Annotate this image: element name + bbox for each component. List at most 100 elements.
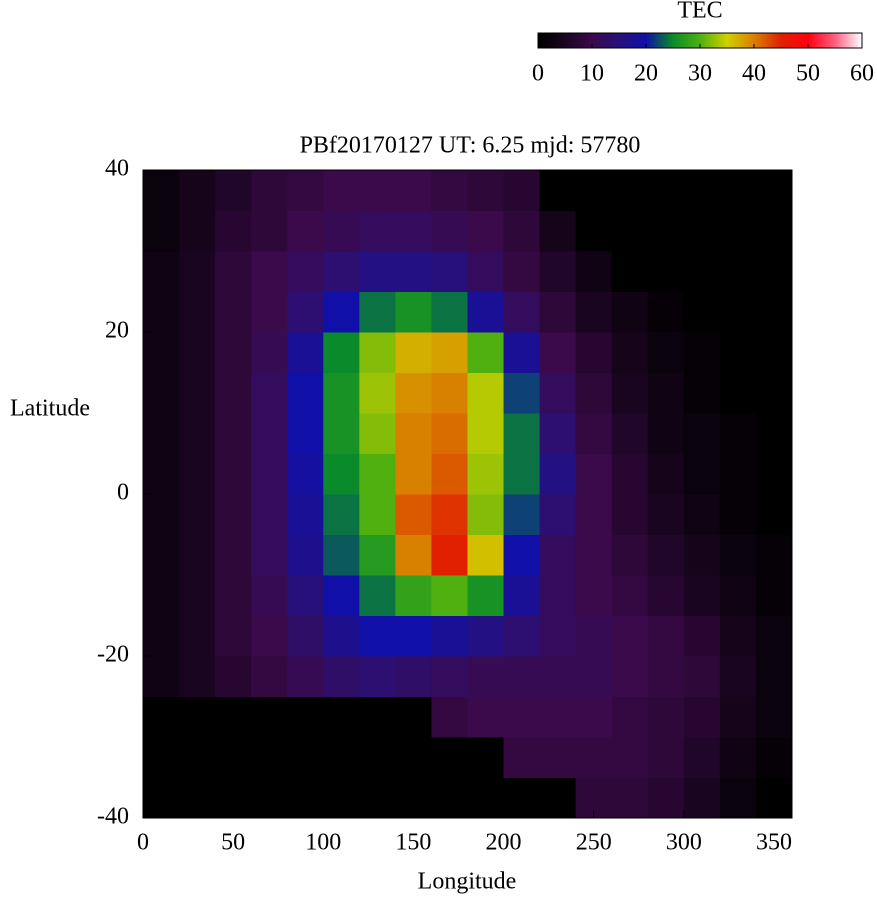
heatmap-cell xyxy=(539,170,577,211)
heatmap-cell xyxy=(215,291,252,333)
heatmap-cell xyxy=(575,251,613,292)
heatmap-cell xyxy=(467,413,505,454)
heatmap-cell xyxy=(719,656,757,697)
heatmap-cell xyxy=(215,494,252,535)
heatmap-cell xyxy=(215,453,252,495)
heatmap-cell xyxy=(467,332,505,373)
heatmap-cell xyxy=(503,494,541,535)
colorbar-tick-label: 10 xyxy=(580,61,604,87)
heatmap-cell xyxy=(647,332,685,373)
heatmap-cell xyxy=(647,170,685,211)
heatmap-cell xyxy=(287,332,324,373)
heatmap-cell xyxy=(323,413,360,454)
x-tick-label: 100 xyxy=(305,830,341,856)
heatmap-cell xyxy=(719,210,757,252)
colorbar-tick-label: 40 xyxy=(742,61,766,87)
heatmap-cell xyxy=(395,210,432,252)
heatmap-cell xyxy=(395,534,432,576)
heatmap-cell xyxy=(251,291,288,333)
heatmap-cell xyxy=(575,372,613,414)
heatmap-cell xyxy=(323,534,360,576)
heatmap-cell xyxy=(719,332,757,373)
heatmap-cell xyxy=(431,737,468,778)
heatmap-cell xyxy=(719,575,757,616)
heatmap-cell xyxy=(359,615,396,657)
heatmap-cell xyxy=(611,575,649,616)
heatmap-cell xyxy=(215,696,252,738)
heatmap-cell xyxy=(251,453,288,495)
heatmap-cell xyxy=(251,656,288,697)
heatmap-cells xyxy=(143,170,793,819)
heatmap-cell xyxy=(611,332,649,373)
heatmap-cell xyxy=(755,251,793,292)
heatmap-cell xyxy=(215,615,252,657)
heatmap-cell xyxy=(575,413,613,454)
heatmap-cell xyxy=(323,170,360,211)
heatmap-cell xyxy=(683,291,721,333)
heatmap-cell xyxy=(359,737,396,778)
heatmap-cell xyxy=(755,413,793,454)
heatmap-cell xyxy=(179,170,216,211)
heatmap-cell xyxy=(287,413,324,454)
heatmap-cell xyxy=(143,777,180,819)
heatmap-cell xyxy=(611,777,649,819)
heatmap-cell xyxy=(143,615,180,657)
heatmap-cell xyxy=(611,494,649,535)
heatmap-cell xyxy=(179,251,216,292)
heatmap-cell xyxy=(251,737,288,778)
heatmap-cell xyxy=(431,291,468,333)
heatmap-cell xyxy=(575,453,613,495)
heatmap-cell xyxy=(431,534,468,576)
heatmap-cell xyxy=(575,737,613,778)
heatmap-cell xyxy=(467,372,505,414)
heatmap-cell xyxy=(179,737,216,778)
heatmap-cell xyxy=(611,737,649,778)
heatmap-cell xyxy=(719,534,757,576)
heatmap-cell xyxy=(503,696,541,738)
heatmap-cell xyxy=(323,696,360,738)
heatmap-cell xyxy=(323,332,360,373)
heatmap-cell xyxy=(143,453,180,495)
y-tick-label: 20 xyxy=(105,318,129,344)
heatmap-cell xyxy=(611,696,649,738)
heatmap-cell xyxy=(539,737,577,778)
heatmap-cell xyxy=(179,777,216,819)
heatmap-cell xyxy=(503,413,541,454)
heatmap-cell xyxy=(359,210,396,252)
x-tick-label: 300 xyxy=(666,830,702,856)
heatmap-cell xyxy=(287,291,324,333)
heatmap-cell xyxy=(683,453,721,495)
heatmap-cell xyxy=(467,534,505,576)
heatmap-cell xyxy=(395,332,432,373)
heatmap-cell xyxy=(431,413,468,454)
heatmap-cell xyxy=(467,170,505,211)
heatmap-cell xyxy=(179,534,216,576)
heatmap-cell xyxy=(431,777,468,819)
heatmap-cell xyxy=(251,615,288,657)
heatmap-cell xyxy=(683,332,721,373)
heatmap-cell xyxy=(683,656,721,697)
heatmap-cell xyxy=(755,615,793,657)
heatmap-cell xyxy=(755,372,793,414)
heatmap-cell xyxy=(143,251,180,292)
x-tick-label: 0 xyxy=(137,830,149,856)
heatmap-cell xyxy=(611,210,649,252)
heatmap-cell xyxy=(143,372,180,414)
heatmap-cell xyxy=(143,656,180,697)
heatmap-cell xyxy=(287,372,324,414)
colorbar-title: TEC xyxy=(677,0,722,24)
heatmap-cell xyxy=(431,494,468,535)
heatmap-cell xyxy=(359,777,396,819)
heatmap-cell xyxy=(215,251,252,292)
heatmap-cell xyxy=(503,251,541,292)
heatmap-cell xyxy=(539,494,577,535)
heatmap-cell xyxy=(611,291,649,333)
heatmap-cell xyxy=(359,453,396,495)
heatmap-cell xyxy=(359,332,396,373)
heatmap-cell xyxy=(323,656,360,697)
heatmap-cell xyxy=(539,251,577,292)
heatmap-cell xyxy=(395,575,432,616)
heatmap-cell xyxy=(395,494,432,535)
heatmap-cell xyxy=(683,251,721,292)
